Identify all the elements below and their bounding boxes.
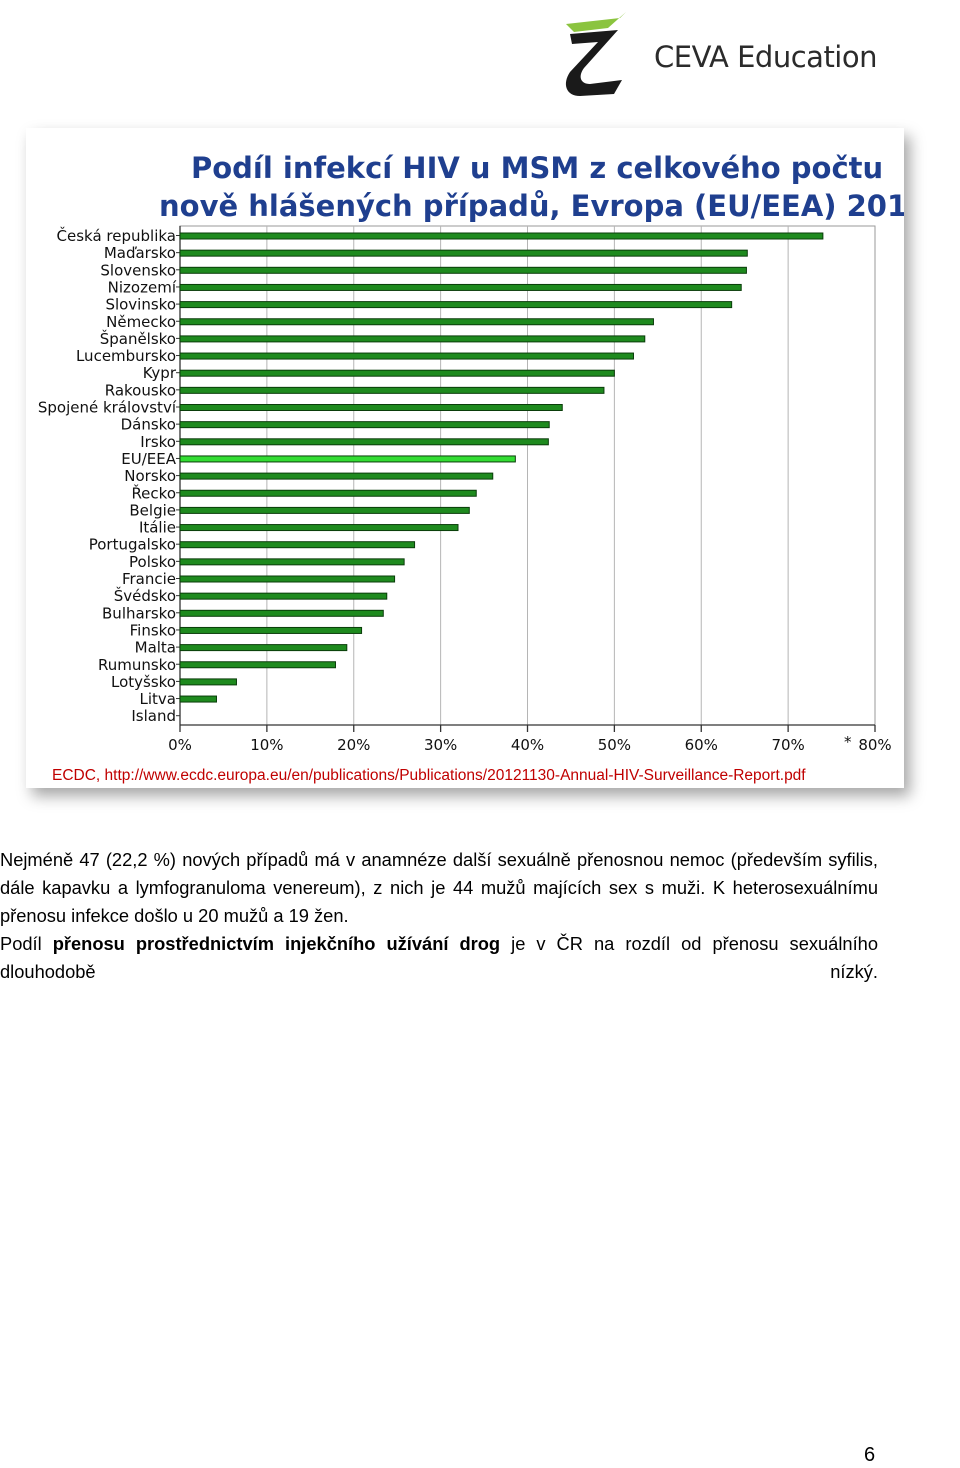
category-label: Řecko: [131, 483, 176, 502]
chart-category-labels: Česká republikaMaďarskoSlovenskoNizozemí…: [38, 226, 177, 725]
category-label: Nizozemí: [108, 278, 177, 296]
category-label: Finsko: [130, 621, 176, 639]
bar-0: [179, 232, 824, 240]
paragraph-2: Podíl přenosu prostřednictvím injekčního…: [0, 930, 878, 986]
bar-17: [179, 524, 459, 532]
category-label: Slovinsko: [105, 296, 176, 314]
body-text: Nejméně 47 (22,2 %) nových případů má v …: [0, 846, 878, 986]
bar-6: [179, 335, 646, 343]
category-label: Bulharsko: [102, 604, 176, 622]
chart-x-ticks: 0% 10% 20% 30% 40% 50% 60% 70% 80%: [168, 736, 892, 754]
category-label: Kypr: [143, 364, 177, 382]
chart-card: Podíl infekcí HIV u MSM z celkového počt…: [26, 128, 904, 788]
bar-22: [179, 609, 384, 617]
bar-23: [179, 626, 363, 634]
ceva-logo-mark-icon: [565, 12, 626, 96]
chart-grid: [176, 225, 876, 732]
bar-7: [179, 352, 634, 360]
x-tick-label: 80%: [858, 736, 891, 754]
bar-26: [179, 678, 237, 686]
category-label: Irsko: [140, 433, 176, 451]
category-label: Dánsko: [121, 416, 176, 434]
x-tick-label: 10%: [250, 736, 283, 754]
category-label: Francie: [122, 570, 176, 588]
bar-15: [179, 489, 477, 497]
bar-10: [179, 404, 563, 411]
paragraph-2-start: Podíl: [0, 933, 53, 954]
category-label: Itálie: [139, 519, 176, 537]
category-label: Litva: [140, 690, 176, 708]
category-label: Polsko: [129, 553, 176, 571]
x-tick-label: 20%: [337, 736, 370, 754]
logo-text: CEVA Education: [654, 40, 878, 74]
category-label: Spojené království: [38, 399, 177, 417]
bar-8: [179, 369, 615, 377]
bar-21: [179, 592, 388, 600]
chart-source: ECDC, http://www.ecdc.europa.eu/en/publi…: [52, 767, 806, 784]
category-label: Švédsko: [114, 586, 176, 605]
bar-2: [179, 266, 747, 274]
paragraph-2-end: je v ČR na rozdíl od přenosu sexuálního …: [0, 933, 878, 982]
x-tick-label: 50%: [598, 736, 631, 754]
paragraph-2-bold: přenosu prostřednictvím injekčního užívá…: [52, 933, 501, 954]
category-label: Slovensko: [100, 261, 176, 279]
bar-9: [179, 386, 605, 394]
x-tick-label: 70%: [771, 736, 804, 754]
bar-27: [179, 695, 217, 703]
category-label: Norsko: [124, 467, 176, 485]
category-label: Malta: [135, 639, 176, 657]
footnote-mark: *: [844, 733, 852, 751]
category-label: EU/EEA: [121, 450, 176, 468]
bar-1: [179, 249, 748, 257]
category-label: Portugalsko: [89, 536, 176, 554]
bar-19: [179, 558, 405, 566]
ceva-logo: CEVA Education: [562, 10, 878, 100]
category-label: Česká republika: [57, 226, 176, 245]
category-label: Island: [131, 707, 176, 725]
bar-chart: Podíl infekcí HIV u MSM z celkového počt…: [38, 151, 904, 784]
page-number: 6: [864, 1444, 876, 1466]
bar-14: [179, 472, 494, 480]
bar-12: [179, 438, 549, 446]
bar-24: [179, 644, 348, 652]
category-label: Španělsko: [100, 329, 176, 348]
bar-11: [179, 421, 550, 429]
bar-5: [179, 318, 654, 326]
bar-18: [179, 541, 416, 549]
bar-13: [179, 455, 516, 463]
bar-4: [179, 301, 733, 309]
bar-3: [179, 283, 742, 291]
category-label: Maďarsko: [104, 244, 176, 262]
category-label: Lucembursko: [76, 347, 176, 365]
x-tick-label: 0%: [168, 736, 192, 754]
category-label: Rakousko: [105, 381, 176, 399]
bar-25: [179, 661, 337, 669]
category-label: Rumunsko: [98, 656, 176, 674]
chart-bars: [179, 232, 824, 703]
bar-20: [179, 575, 396, 583]
chart-title-line2: nově hlášených případů, Evropa (EU/EEA) …: [159, 189, 904, 223]
category-label: Německo: [106, 313, 176, 331]
paragraph-1: Nejméně 47 (22,2 %) nových případů má v …: [0, 849, 878, 926]
category-label: Belgie: [129, 501, 176, 519]
category-label: Lotyšsko: [111, 673, 176, 691]
x-tick-label: 40%: [511, 736, 544, 754]
bar-16: [179, 506, 470, 514]
x-tick-label: 60%: [685, 736, 718, 754]
chart-title-line1: Podíl infekcí HIV u MSM z celkového počt…: [191, 151, 883, 185]
x-tick-label: 30%: [424, 736, 457, 754]
